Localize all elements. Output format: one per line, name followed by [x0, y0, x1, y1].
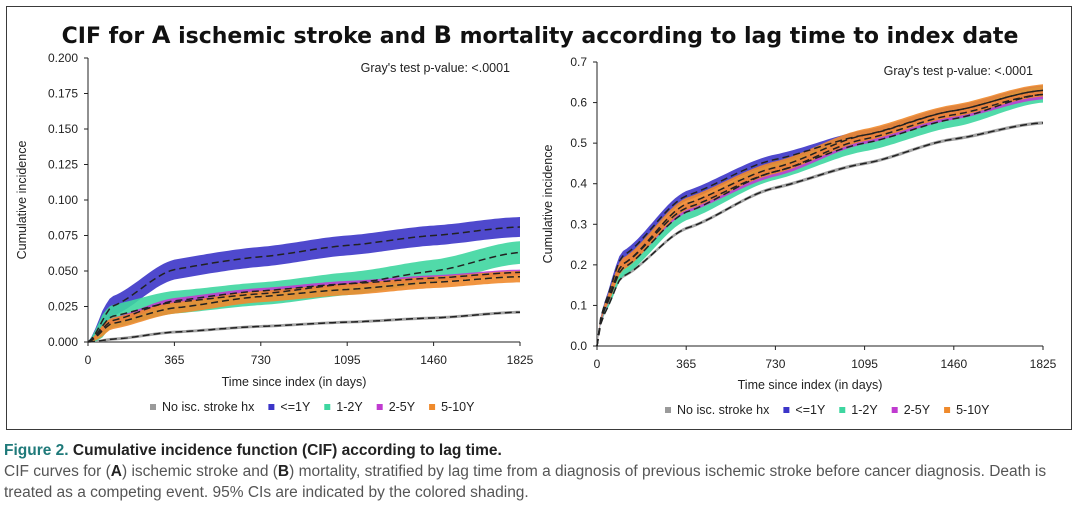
y-tick-label: 0.5 [570, 136, 587, 150]
y-tick-label: 0.0 [570, 339, 587, 353]
y-tick-label: 0.6 [570, 96, 587, 110]
x-tick-label: 1460 [420, 353, 447, 367]
series-line-1-2Y [596, 93, 1044, 347]
x-axis-label: Time since index (in days) [222, 375, 367, 389]
title-part2: ischemic stroke and [170, 24, 434, 49]
caption-text1: CIF curves for ( [4, 463, 111, 480]
title-part3: mortality according to lag time to index… [451, 24, 1019, 49]
legend-label-<=1Y: <=1Y [795, 403, 826, 417]
x-tick-label: 730 [251, 353, 271, 367]
y-tick-label: 0.050 [48, 264, 78, 278]
p-value-annotation: Gray's test p-value: <.0001 [361, 61, 510, 75]
y-tick-label: 0.100 [48, 193, 78, 207]
chart-panel-a: 0.000 0.025 0.050 0.075 0.100 0.125 0.150 0.175… [15, 51, 534, 414]
series-line-2-5Y [87, 271, 521, 343]
legend-swatch-2-5Y [891, 407, 898, 413]
legend-label-No isc. stroke hx: No isc. stroke hx [677, 403, 770, 417]
ci-band-<=1Y [597, 85, 1043, 346]
x-axis-label: Time since index (in days) [738, 378, 883, 392]
caption-label: Figure 2. [4, 442, 69, 459]
legend-swatch-2-5Y [376, 404, 383, 410]
y-tick-label: 0.125 [48, 158, 78, 172]
chart-panel-b: 0.0 0.1 0.2 0.3 0.4 0.5 0.6 0.7 0 365 730 1095 1460 1… [541, 55, 1057, 417]
caption-title: Cumulative incidence function (CIF) acco… [72, 442, 502, 459]
legend-swatch-<=1Y [783, 407, 790, 413]
y-tick-label: 0.2 [570, 258, 587, 272]
ci-band-5-10Y [88, 271, 520, 342]
ci-band-<=1Y [88, 217, 520, 342]
ci-bands [597, 84, 1043, 347]
figure-frame: CIF for A ischemic stroke and B mortalit… [6, 6, 1072, 430]
legend-swatch-No isc. stroke hx [150, 404, 156, 410]
legend-swatch-5-10Y [944, 407, 951, 413]
series-lines [87, 226, 521, 343]
ci-band-1-2Y [597, 86, 1043, 347]
series-line-1-2Y [87, 251, 521, 343]
legend-label-1-2Y: 1-2Y [336, 400, 363, 414]
legend-swatch-<=1Y [268, 404, 275, 410]
y-tick-label: 0.3 [570, 217, 587, 231]
y-axis-label: Cumulative incidence [15, 141, 29, 260]
legend-swatch-1-2Y [324, 404, 331, 410]
x-tick-label: 0 [85, 353, 92, 367]
x-tick-label: 365 [676, 357, 696, 371]
caption-a: A [110, 463, 122, 480]
legend-swatch-5-10Y [429, 404, 436, 410]
caption-text2: ) ischemic stroke and ( [122, 463, 278, 480]
x-tick-label: 1825 [1030, 357, 1057, 371]
y-tick-label: 0.025 [48, 300, 78, 314]
series-line-5-10Y [87, 275, 521, 343]
y-tick-label: 0.000 [48, 335, 78, 349]
legend: No isc. stroke hx <=1Y 1-2Y 2-5Y 5-10Y [665, 403, 990, 417]
x-tick-label: 1095 [334, 353, 361, 367]
charts-svg: 0.0000.0250.0500.0750.1000.1250.1500.175… [15, 51, 1057, 417]
y-tick-label: 0.150 [48, 122, 78, 136]
p-value-annotation: Gray's test p-value: <.0001 [884, 64, 1033, 78]
y-tick-label: 0.4 [570, 177, 587, 191]
y-tick-label: 0.7 [570, 55, 587, 69]
figure-caption: Figure 2. Cumulative incidence function … [4, 440, 1076, 503]
caption-body: CIF curves for (A) ischemic stroke and (… [4, 461, 1076, 503]
series-line-No isc. stroke hx [596, 122, 1044, 347]
legend-swatch-No isc. stroke hx [665, 407, 671, 413]
title-letter-a: A [151, 21, 171, 49]
x-tick-label: 1095 [851, 357, 878, 371]
x-tick-label: 730 [765, 357, 785, 371]
legend-label-2-5Y: 2-5Y [904, 403, 931, 417]
legend-label-2-5Y: 2-5Y [389, 400, 416, 414]
legend-label-No isc. stroke hx: No isc. stroke hx [162, 400, 255, 414]
legend-label-5-10Y: 5-10Y [956, 403, 990, 417]
figure-title: CIF for A ischemic stroke and B mortalit… [7, 21, 1073, 49]
series-line-<=1Y [87, 226, 521, 343]
y-tick-label: 0.200 [48, 51, 78, 65]
series-lines [596, 89, 1044, 347]
series-line-5-10Y [596, 89, 1044, 347]
series-line-No isc. stroke hx [87, 311, 521, 343]
legend-label-1-2Y: 1-2Y [851, 403, 878, 417]
caption-b: B [277, 463, 290, 480]
caption-text3: ) mortality, stratified by lag time from… [4, 463, 1047, 501]
y-tick-label: 0.075 [48, 229, 78, 243]
title-part1: CIF for [61, 24, 152, 49]
x-tick-label: 0 [594, 357, 601, 371]
legend: No isc. stroke hx <=1Y 1-2Y 2-5Y 5-10Y [150, 400, 475, 414]
x-tick-label: 1825 [507, 353, 534, 367]
legend-label-5-10Y: 5-10Y [441, 400, 475, 414]
x-tick-label: 1460 [940, 357, 967, 371]
y-axis-label: Cumulative incidence [541, 145, 555, 264]
legend-label-<=1Y: <=1Y [280, 400, 311, 414]
y-tick-label: 0.1 [570, 298, 587, 312]
x-tick-label: 365 [164, 353, 184, 367]
title-letter-b: B [433, 21, 452, 49]
y-tick-label: 0.175 [48, 87, 78, 101]
legend-swatch-1-2Y [839, 407, 846, 413]
caption-heading: Figure 2. Cumulative incidence function … [4, 440, 1076, 461]
